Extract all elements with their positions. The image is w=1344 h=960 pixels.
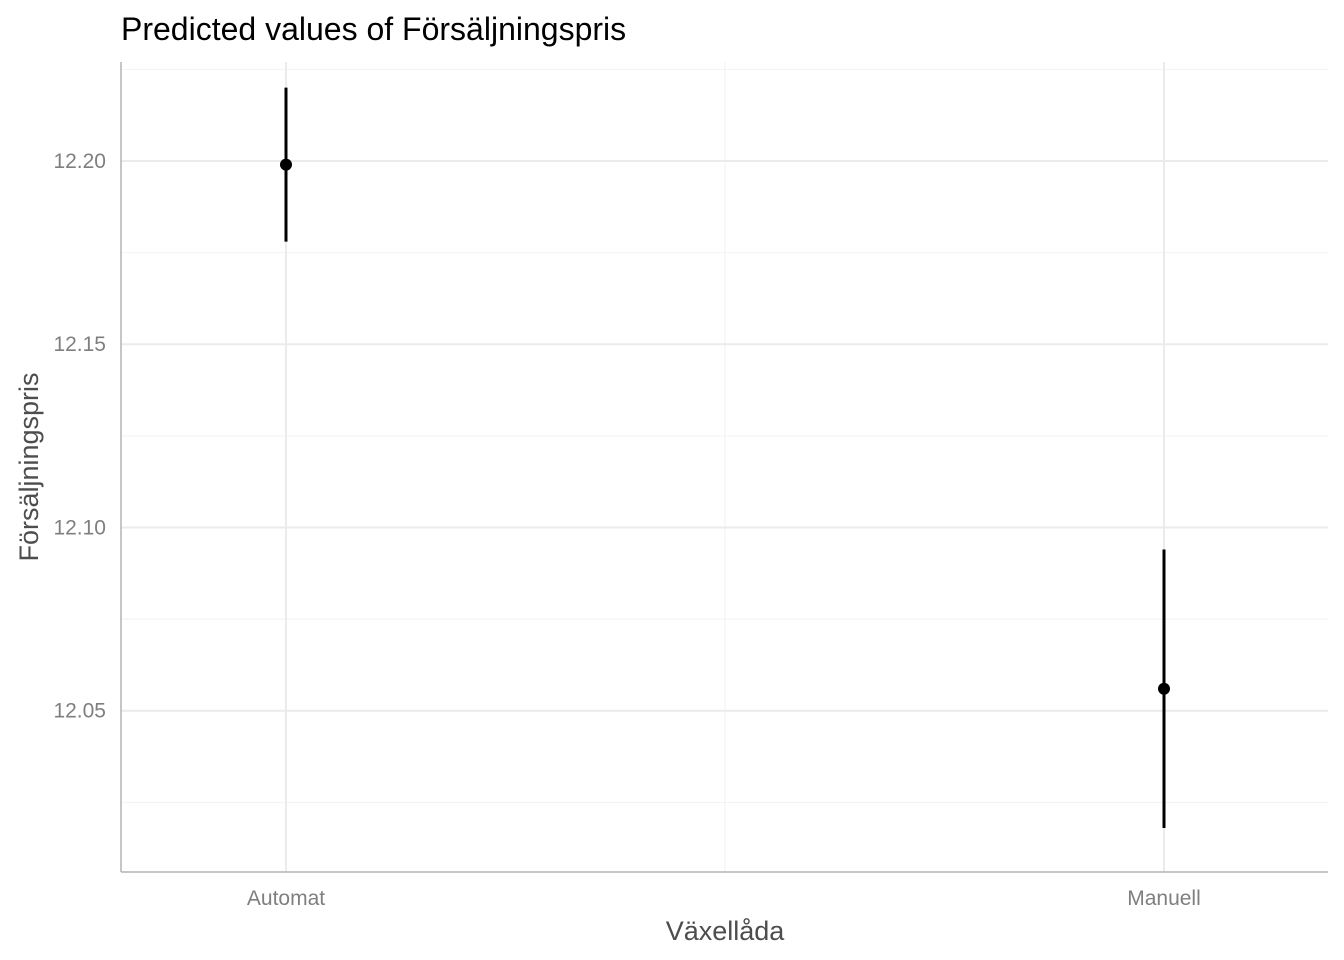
grid-layer (121, 62, 1328, 872)
y-tick-label: 12.15 (53, 333, 106, 356)
data-point (280, 158, 292, 171)
marks-layer (280, 87, 1170, 829)
labels-layer: Predicted values of Försäljningspris Väx… (14, 11, 785, 946)
chart-title: Predicted values of Försäljningspris (121, 11, 626, 47)
y-axis-title: Försäljningspris (14, 372, 44, 561)
y-tick-label: 12.10 (53, 516, 106, 539)
y-tick-label: 12.05 (53, 700, 106, 723)
x-axis-title: Växellåda (666, 916, 786, 946)
x-tick-label: Automat (247, 887, 325, 910)
y-tick-label: 12.20 (53, 150, 106, 173)
axis-layer: 12.05 12.10 12.15 12.20 Automat Manuell (53, 62, 1328, 910)
data-point (1158, 682, 1170, 695)
x-tick-label: Manuell (1127, 887, 1201, 910)
